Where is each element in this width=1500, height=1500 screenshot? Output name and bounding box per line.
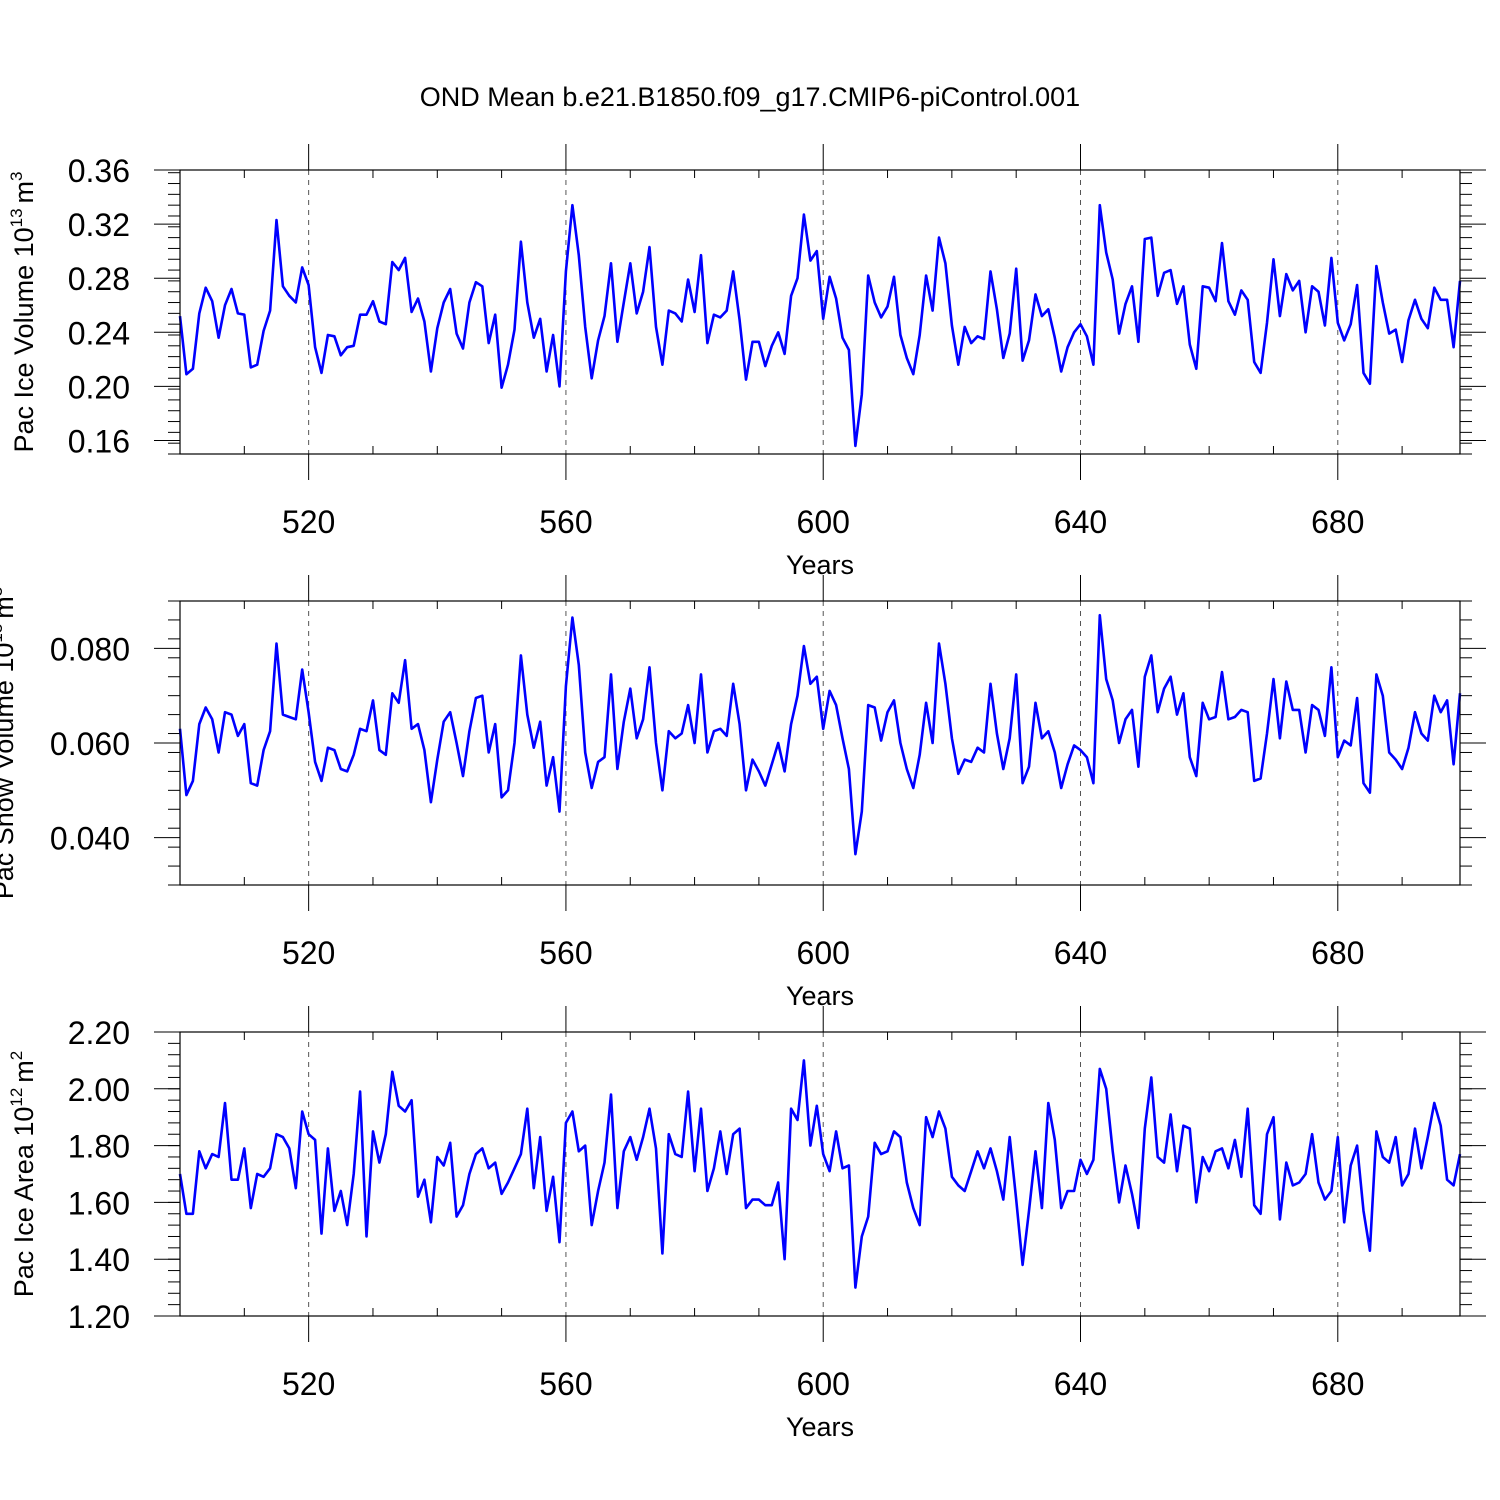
x-tick-label: 520 xyxy=(282,935,335,971)
y-tick-label: 0.36 xyxy=(68,153,130,189)
y-axis-label-unit-exponent: 2 xyxy=(7,1051,26,1060)
y-tick-label: 2.20 xyxy=(68,1015,130,1051)
y-tick-label: 1.80 xyxy=(68,1129,130,1165)
y-axis-label-exponent: 12 xyxy=(7,1088,26,1107)
y-tick-label: 0.040 xyxy=(50,821,130,857)
panel-3: 520 560 600 640 680 1.20 1.40 1.60 1.80 2.00 2.20 Y… xyxy=(7,1006,1486,1442)
y-axis-label-main: Pac Ice Area 10 xyxy=(9,1107,39,1298)
y-tick-label: 0.16 xyxy=(68,423,130,459)
y-tick-label: 0.060 xyxy=(50,726,130,762)
plot-frame xyxy=(179,600,1461,886)
y-axis-label-unit-exponent: 3 xyxy=(0,587,6,596)
x-tick-label: 640 xyxy=(1054,1366,1107,1402)
y-tick-label: 0.32 xyxy=(68,207,130,243)
x-tick-label: 680 xyxy=(1311,935,1364,971)
y-tick-label: 0.080 xyxy=(50,631,130,667)
panel-1: 520 560 600 640 680 0.16 0.20 0.24 0.28 0.32 0.36 Y… xyxy=(7,144,1486,580)
x-tick-label: 600 xyxy=(797,935,850,971)
y-tick-label: 0.20 xyxy=(68,369,130,405)
y-axis-label-exponent: 13 xyxy=(7,208,26,227)
x-axis-label: Years xyxy=(786,1412,854,1442)
x-tick-label: 680 xyxy=(1311,1366,1364,1402)
y-tick-label: 1.40 xyxy=(68,1242,130,1278)
y-tick-label: 0.24 xyxy=(68,315,130,351)
y-axis-label-exponent: 13 xyxy=(0,624,6,643)
y-axis-label-unit: m xyxy=(9,1060,39,1083)
plot-frame xyxy=(179,1031,1461,1317)
figure-title: OND Mean b.e21.B1850.f09_g17.CMIP6-piCon… xyxy=(420,82,1080,112)
data-line xyxy=(178,613,1462,856)
x-tick-label: 680 xyxy=(1311,504,1364,540)
y-tick-label: 1.20 xyxy=(68,1299,130,1335)
x-tick-label: 520 xyxy=(282,1366,335,1402)
x-axis-label: Years xyxy=(786,550,854,580)
x-tick-label: 600 xyxy=(797,504,850,540)
y-tick-label: 2.00 xyxy=(68,1072,130,1108)
data-line xyxy=(178,203,1462,448)
y-axis-label-main: Pac Ice Volume 10 xyxy=(9,227,39,452)
panel-2: 520 560 600 640 680 0.040 0.060 0.080 Years Pac S… xyxy=(0,575,1486,1011)
y-axis-label-unit: m xyxy=(0,596,19,619)
y-axis-label: Pac Ice Area 1012 m2 xyxy=(7,1051,39,1298)
y-axis-label: Pac Snow Volume 1013 m3 xyxy=(0,587,19,900)
x-tick-label: 560 xyxy=(539,504,592,540)
data-line xyxy=(178,1059,1462,1289)
y-axis-label-unit: m xyxy=(9,181,39,204)
x-tick-label: 560 xyxy=(539,935,592,971)
y-tick-label: 1.60 xyxy=(68,1185,130,1221)
y-axis-label-unit-exponent: 3 xyxy=(7,171,26,180)
x-tick-label: 600 xyxy=(797,1366,850,1402)
x-tick-label: 640 xyxy=(1054,504,1107,540)
x-tick-label: 640 xyxy=(1054,935,1107,971)
x-tick-label: 520 xyxy=(282,504,335,540)
plot-frame xyxy=(179,169,1461,455)
x-tick-label: 560 xyxy=(539,1366,592,1402)
y-tick-label: 0.28 xyxy=(68,261,130,297)
y-axis-label: Pac Ice Volume 1013 m3 xyxy=(7,171,39,452)
x-axis-label: Years xyxy=(786,981,854,1011)
y-axis-label-main: Pac Snow Volume 10 xyxy=(0,643,19,900)
